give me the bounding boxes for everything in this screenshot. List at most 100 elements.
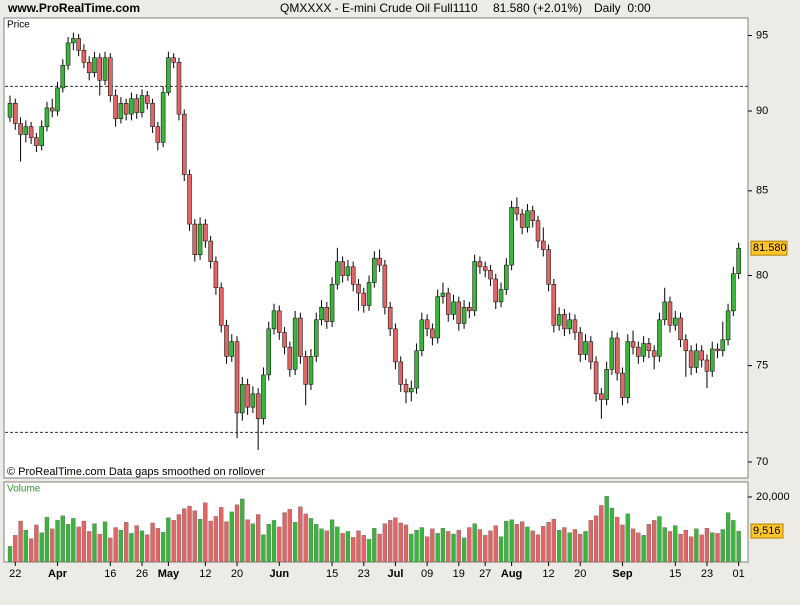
volume-bar: [451, 533, 456, 563]
candle-body: [176, 61, 182, 115]
volume-bar: [409, 533, 414, 563]
candle-body: [97, 57, 103, 81]
candle-body: [694, 350, 699, 368]
volume-bar: [160, 531, 166, 563]
volume-bar: [229, 511, 234, 563]
volume-bar: [615, 516, 620, 563]
volume-bar: [150, 522, 155, 563]
candle-body: [55, 87, 60, 112]
candle-body: [134, 98, 139, 113]
volume-bar: [382, 523, 388, 563]
candle-body: [197, 223, 203, 255]
volume-bar: [678, 533, 683, 563]
x-tick-label: 22: [9, 568, 21, 580]
candle-body: [424, 319, 430, 330]
volume-bar: [657, 516, 662, 563]
volume-bar: [493, 525, 498, 563]
candle-body: [667, 301, 673, 326]
candle-body: [287, 346, 293, 370]
candle-body: [76, 38, 81, 51]
x-tick-label: Jul: [387, 568, 403, 580]
candle-body: [382, 264, 388, 308]
volume-bar: [71, 518, 76, 563]
candle-body: [551, 283, 557, 326]
volume-bar: [44, 516, 50, 563]
candle-body: [414, 350, 419, 389]
candle-body: [488, 270, 493, 280]
candle-body: [699, 350, 704, 361]
volume-bar: [13, 535, 18, 563]
volume-bar: [546, 522, 551, 563]
candle-body: [398, 361, 403, 385]
candle-body: [49, 107, 55, 112]
candle-body: [81, 50, 87, 63]
candle-body: [308, 356, 314, 385]
volume-bar: [419, 527, 424, 563]
candle-body: [683, 339, 689, 352]
instrument: QMXXXX - E-mini Crude Oil Full1110: [280, 1, 478, 15]
volume-bar: [403, 524, 409, 563]
y-tick-label: 95: [756, 29, 768, 41]
candle-body: [419, 319, 425, 352]
candle-body: [662, 301, 667, 321]
candle-body: [704, 359, 710, 372]
candle-body: [435, 296, 440, 339]
panel-title: Volume: [7, 484, 41, 495]
candle-body: [240, 384, 245, 414]
x-tick-label: Apr: [48, 568, 68, 580]
candle-body: [387, 307, 393, 330]
candle-body: [614, 337, 620, 374]
volume-bar: [134, 525, 139, 563]
candle-body: [725, 310, 731, 341]
candle-body: [546, 249, 551, 285]
y-tick-label: 90: [756, 105, 768, 117]
volume-bar: [308, 518, 314, 563]
candle-body: [166, 57, 171, 93]
candle-body: [445, 292, 451, 315]
candle-body: [556, 314, 562, 326]
volume-bar: [176, 514, 182, 563]
volume-bar: [715, 533, 720, 563]
x-tick-label: 20: [574, 568, 586, 580]
candle-body: [409, 387, 414, 393]
candle-body: [572, 319, 578, 333]
candle-body: [123, 103, 129, 115]
candle-body: [250, 393, 256, 408]
candle-body: [356, 283, 361, 294]
volume-bar: [65, 524, 71, 563]
candle-body: [562, 314, 567, 330]
candle-body: [102, 57, 108, 81]
volume-bar: [562, 527, 567, 563]
candle-body: [456, 301, 462, 324]
volume-bar: [725, 512, 731, 563]
candle-body: [377, 257, 382, 266]
volume-bar: [155, 528, 160, 563]
volume-bar: [245, 519, 250, 563]
volume-bar: [736, 530, 741, 563]
candle-body: [482, 266, 488, 271]
candle-body: [541, 240, 546, 250]
volume-bar: [340, 533, 345, 563]
candle-body: [113, 95, 118, 120]
candle-body: [530, 210, 535, 221]
candle-body: [187, 174, 192, 225]
volume-bar: [535, 534, 541, 563]
volume-bar: [351, 537, 356, 563]
x-tick-label: May: [158, 568, 180, 580]
last-value-label: 9,516: [753, 525, 781, 537]
candle-body: [218, 287, 224, 326]
volume-bar: [372, 528, 377, 563]
volume-bar: [324, 530, 329, 563]
volume-bar: [256, 514, 261, 563]
volume-bar: [171, 520, 176, 563]
volume-bar: [250, 523, 256, 563]
candle-body: [630, 341, 636, 348]
volume-bar: [530, 530, 535, 563]
x-tick-label: 01: [733, 568, 745, 580]
volume-bar: [588, 520, 593, 563]
volume-bar: [572, 529, 578, 563]
volume-bar: [620, 524, 625, 563]
y-tick-label: 70: [756, 456, 768, 468]
